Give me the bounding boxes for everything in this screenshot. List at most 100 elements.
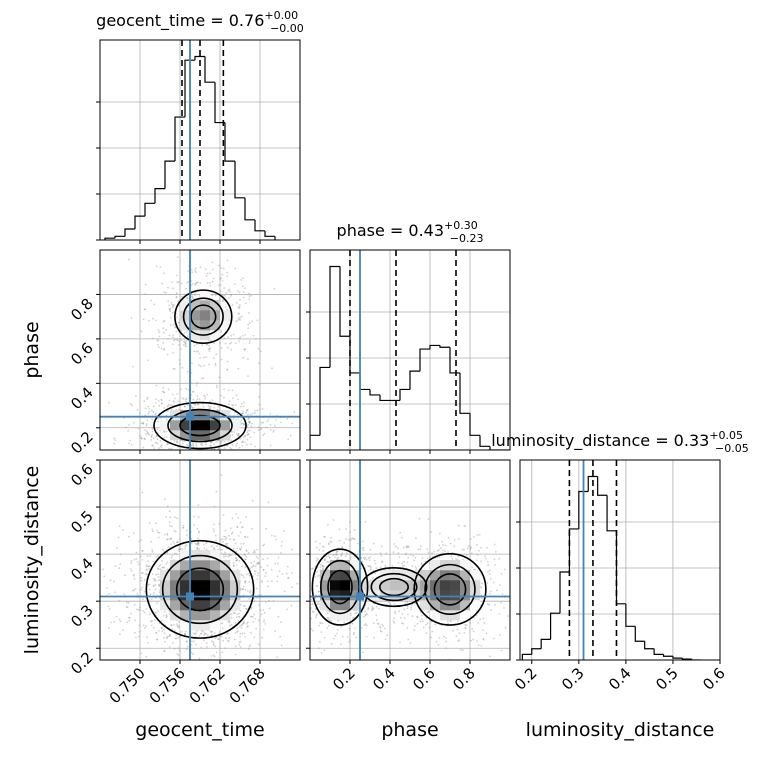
- sample-point: [290, 604, 293, 607]
- sample-point: [200, 443, 203, 446]
- sample-point: [442, 549, 444, 552]
- sample-point: [240, 526, 243, 529]
- sample-point: [144, 429, 147, 432]
- sample-point: [360, 557, 363, 560]
- sample-point: [453, 545, 455, 548]
- x-tick-label: 0.4: [369, 664, 399, 694]
- sample-point: [368, 565, 371, 568]
- sample-point: [208, 363, 210, 366]
- sample-point: [392, 551, 395, 554]
- sample-point: [170, 537, 173, 540]
- sample-point: [168, 510, 171, 513]
- density-cell: [160, 590, 171, 601]
- histogram-bin: [559, 571, 570, 614]
- sample-point: [170, 624, 173, 627]
- density-cell: [180, 570, 191, 581]
- sample-point: [403, 617, 406, 620]
- sample-point: [301, 576, 303, 578]
- sample-point: [229, 555, 231, 557]
- sample-point: [456, 628, 459, 631]
- sample-point: [236, 613, 238, 615]
- sample-point: [234, 411, 236, 414]
- sample-point: [155, 435, 158, 437]
- sample-point: [240, 279, 243, 281]
- sample-point: [385, 552, 388, 555]
- axes-frame: [99, 249, 301, 451]
- sample-point: [346, 636, 349, 639]
- sample-point: [257, 426, 260, 428]
- sample-point: [236, 526, 239, 529]
- sample-point: [288, 574, 290, 576]
- sample-point: [196, 548, 199, 550]
- sample-point: [133, 558, 136, 561]
- sample-point: [335, 558, 338, 561]
- sample-point: [150, 299, 153, 302]
- histogram-bin: [587, 475, 598, 492]
- sample-point: [247, 423, 250, 426]
- density-cell: [400, 590, 411, 601]
- sample-point: [170, 408, 173, 411]
- sample-point: [274, 630, 276, 633]
- sample-point: [264, 623, 267, 625]
- sample-point: [258, 383, 261, 386]
- sample-point: [178, 548, 181, 550]
- sample-point: [318, 603, 321, 606]
- sample-point: [213, 443, 215, 446]
- sample-point: [183, 332, 186, 334]
- sample-point: [302, 597, 304, 599]
- sample-point: [451, 557, 454, 560]
- sample-point: [425, 623, 427, 626]
- sample-point: [222, 514, 225, 516]
- sample-point: [234, 342, 237, 344]
- sample-point: [239, 548, 242, 551]
- sample-point: [254, 412, 256, 415]
- sample-point: [332, 519, 335, 521]
- sample-point: [211, 261, 214, 264]
- sample-point: [328, 610, 331, 613]
- sample-point: [251, 422, 253, 425]
- sample-point: [204, 398, 206, 400]
- sample-point: [249, 589, 252, 592]
- sample-point: [303, 592, 305, 594]
- sample-point: [489, 592, 491, 595]
- sample-point: [427, 610, 430, 613]
- sample-point: [167, 286, 169, 289]
- sample-point: [203, 356, 205, 359]
- density-cell: [170, 420, 181, 431]
- sample-point: [149, 593, 152, 596]
- density-cell: [210, 580, 221, 591]
- sample-point: [195, 350, 198, 353]
- sample-point: [132, 589, 134, 592]
- density-cell: [450, 580, 461, 591]
- sample-point: [178, 548, 181, 551]
- sample-point: [214, 362, 217, 365]
- sample-point: [496, 589, 498, 592]
- sample-point: [242, 277, 244, 280]
- sample-point: [489, 577, 492, 580]
- sample-point: [184, 633, 186, 636]
- sample-point: [247, 327, 250, 330]
- sample-point: [326, 609, 329, 612]
- sample-point: [262, 568, 265, 571]
- sample-point: [455, 635, 458, 638]
- sample-point: [242, 588, 244, 591]
- sample-point: [140, 539, 143, 541]
- sample-point: [178, 649, 181, 652]
- sample-point: [487, 561, 489, 563]
- sample-point: [147, 319, 150, 322]
- sample-point: [261, 581, 263, 583]
- sample-point: [176, 441, 179, 444]
- sample-point: [161, 566, 164, 569]
- x-tick-label: 0.8: [449, 664, 479, 694]
- sample-point: [185, 331, 188, 333]
- sample-point: [262, 434, 264, 437]
- sample-point: [450, 555, 453, 558]
- histogram-bin: [399, 388, 410, 401]
- sample-point: [181, 548, 184, 551]
- sample-point: [256, 578, 259, 580]
- density-cell: [450, 590, 461, 601]
- sample-point: [525, 546, 527, 548]
- contour-line: [161, 554, 239, 625]
- sample-point: [378, 607, 380, 610]
